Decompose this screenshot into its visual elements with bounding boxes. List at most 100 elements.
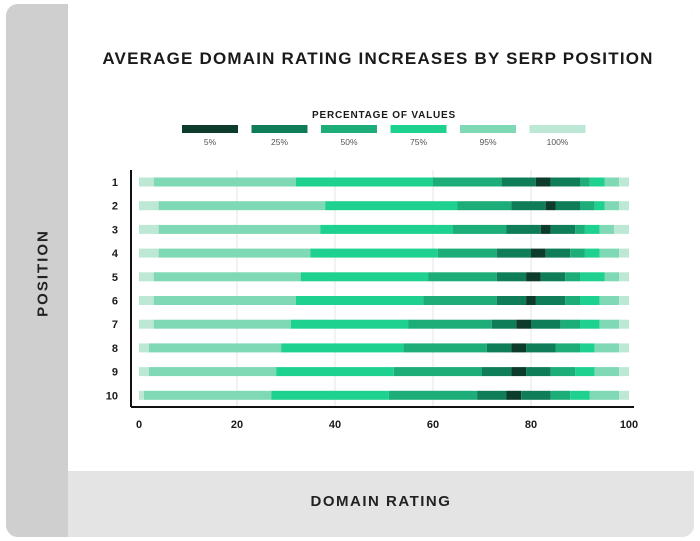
bar-segment-9-10: [594, 367, 620, 377]
bar-row-9: 9: [112, 367, 629, 379]
bar-segment-7-7: [531, 319, 561, 329]
bar-segment-5-9: [580, 272, 605, 282]
y-tick-label-9: 9: [112, 367, 118, 379]
bar-segment-7-4: [408, 319, 492, 329]
bar-segment-2-7: [555, 201, 580, 211]
bar-segment-10-7: [521, 390, 551, 400]
bar-segment-1-5: [501, 177, 536, 187]
bar-segment-5-7: [540, 272, 566, 282]
x-tick-label-80: 80: [525, 419, 537, 431]
chart-frame: DOMAIN RATING POSITION: [6, 4, 694, 537]
bar-segment-8-10: [594, 343, 620, 353]
bar-segment-4-8: [570, 248, 585, 258]
bar-segment-10-9: [570, 390, 590, 400]
bar-segment-3-2: [158, 224, 321, 234]
bar-segment-6-4: [423, 296, 497, 305]
bar-segment-4-10: [599, 248, 620, 258]
bar-segment-10-6: [506, 390, 522, 400]
bar-segment-5-11: [619, 272, 629, 282]
legend-swatch-4: [390, 125, 447, 133]
bar-segment-6-1: [139, 296, 154, 305]
bar-segment-8-7: [526, 343, 556, 353]
x-tick-label-0: 0: [136, 419, 142, 431]
bar-segment-6-5: [496, 296, 527, 305]
bar-segment-1-7: [550, 177, 580, 187]
bar-segment-7-8: [560, 319, 580, 329]
bar-segment-1-3: [295, 177, 433, 187]
bar-segment-4-11: [619, 248, 629, 258]
legend-swatch-5: [460, 125, 516, 133]
x-tick-label-20: 20: [231, 419, 243, 431]
chart-title: AVERAGE DOMAIN RATING INCREASES BY SERP …: [102, 49, 653, 68]
bar-segment-5-3: [300, 272, 429, 282]
bar-segment-3-4: [452, 224, 507, 234]
bar-segment-10-8: [550, 390, 571, 400]
y-tick-label-3: 3: [112, 224, 118, 236]
bar-segment-2-2: [158, 201, 326, 211]
bar-segment-7-10: [599, 319, 620, 329]
bar-segment-2-3: [325, 201, 458, 211]
bars: 1 2 3 4 5 6 7 8 9 10: [106, 177, 629, 402]
bar-segment-9-5: [482, 367, 512, 377]
bar-segment-7-11: [619, 319, 629, 329]
bar-segment-4-4: [437, 248, 497, 258]
bar-segment-6-8: [565, 296, 580, 305]
bar-segment-7-6: [516, 319, 531, 329]
bar-row-7: 7: [112, 319, 629, 331]
bar-segment-6-7: [535, 296, 566, 305]
bar-segment-4-2: [158, 248, 311, 258]
bar-segment-1-11: [619, 177, 629, 187]
legend-label-1: 5%: [204, 137, 217, 147]
bar-segment-6-3: [295, 296, 424, 305]
bar-segment-5-4: [428, 272, 497, 282]
bar-segment-5-8: [565, 272, 580, 282]
bar-segment-1-1: [139, 177, 154, 187]
y-tick-label-2: 2: [112, 201, 118, 213]
bar-segment-5-5: [496, 272, 527, 282]
legend-label-2: 25%: [271, 137, 288, 147]
bar-segment-2-8: [580, 201, 595, 211]
bar-segment-4-5: [496, 248, 531, 258]
legend-swatch-6: [529, 125, 586, 133]
bar-segment-4-7: [545, 248, 571, 258]
bar-segment-3-11: [614, 224, 629, 234]
y-tick-label-6: 6: [112, 296, 118, 308]
bar-segment-3-5: [506, 224, 541, 234]
bar-segment-3-3: [320, 224, 453, 234]
bar-segment-3-7: [550, 224, 576, 234]
bar-segment-1-4: [433, 177, 502, 187]
bar-segment-6-2: [153, 296, 296, 305]
bar-segment-3-10: [599, 224, 615, 234]
bar-segment-1-2: [153, 177, 296, 187]
bar-segment-8-4: [403, 343, 487, 353]
bar-segment-10-2: [143, 390, 272, 400]
y-tick-label-8: 8: [112, 343, 118, 355]
legend-title: PERCENTAGE OF VALUES: [312, 110, 456, 121]
legend: 5% 25% 50% 75% 95% 100%: [182, 125, 586, 147]
bar-segment-10-5: [477, 390, 507, 400]
bar-segment-9-2: [148, 367, 277, 377]
bar-segment-4-1: [139, 248, 159, 258]
bar-segment-1-10: [604, 177, 620, 187]
bar-segment-8-2: [148, 343, 282, 353]
bar-segment-3-9: [584, 224, 600, 234]
y-tick-label-4: 4: [112, 248, 119, 260]
bar-segment-9-4: [393, 367, 482, 377]
legend-label-5: 95%: [479, 137, 496, 147]
bar-segment-3-8: [575, 224, 585, 234]
bar-segment-1-9: [589, 177, 605, 187]
bar-row-1: 1: [112, 177, 629, 189]
bar-segment-5-10: [604, 272, 620, 282]
bar-segment-2-5: [511, 201, 546, 211]
bar-segment-6-10: [599, 296, 620, 305]
bar-segment-5-6: [526, 272, 541, 282]
bar-segment-3-1: [139, 224, 159, 234]
bar-segment-2-6: [545, 201, 556, 211]
bar-segment-9-7: [526, 367, 551, 377]
bar-segment-2-9: [594, 201, 605, 211]
bar-segment-9-6: [511, 367, 527, 377]
bar-segment-7-5: [491, 319, 517, 329]
axes: 0 20 40 60 80 100: [130, 170, 638, 431]
y-tick-label-7: 7: [112, 319, 118, 331]
